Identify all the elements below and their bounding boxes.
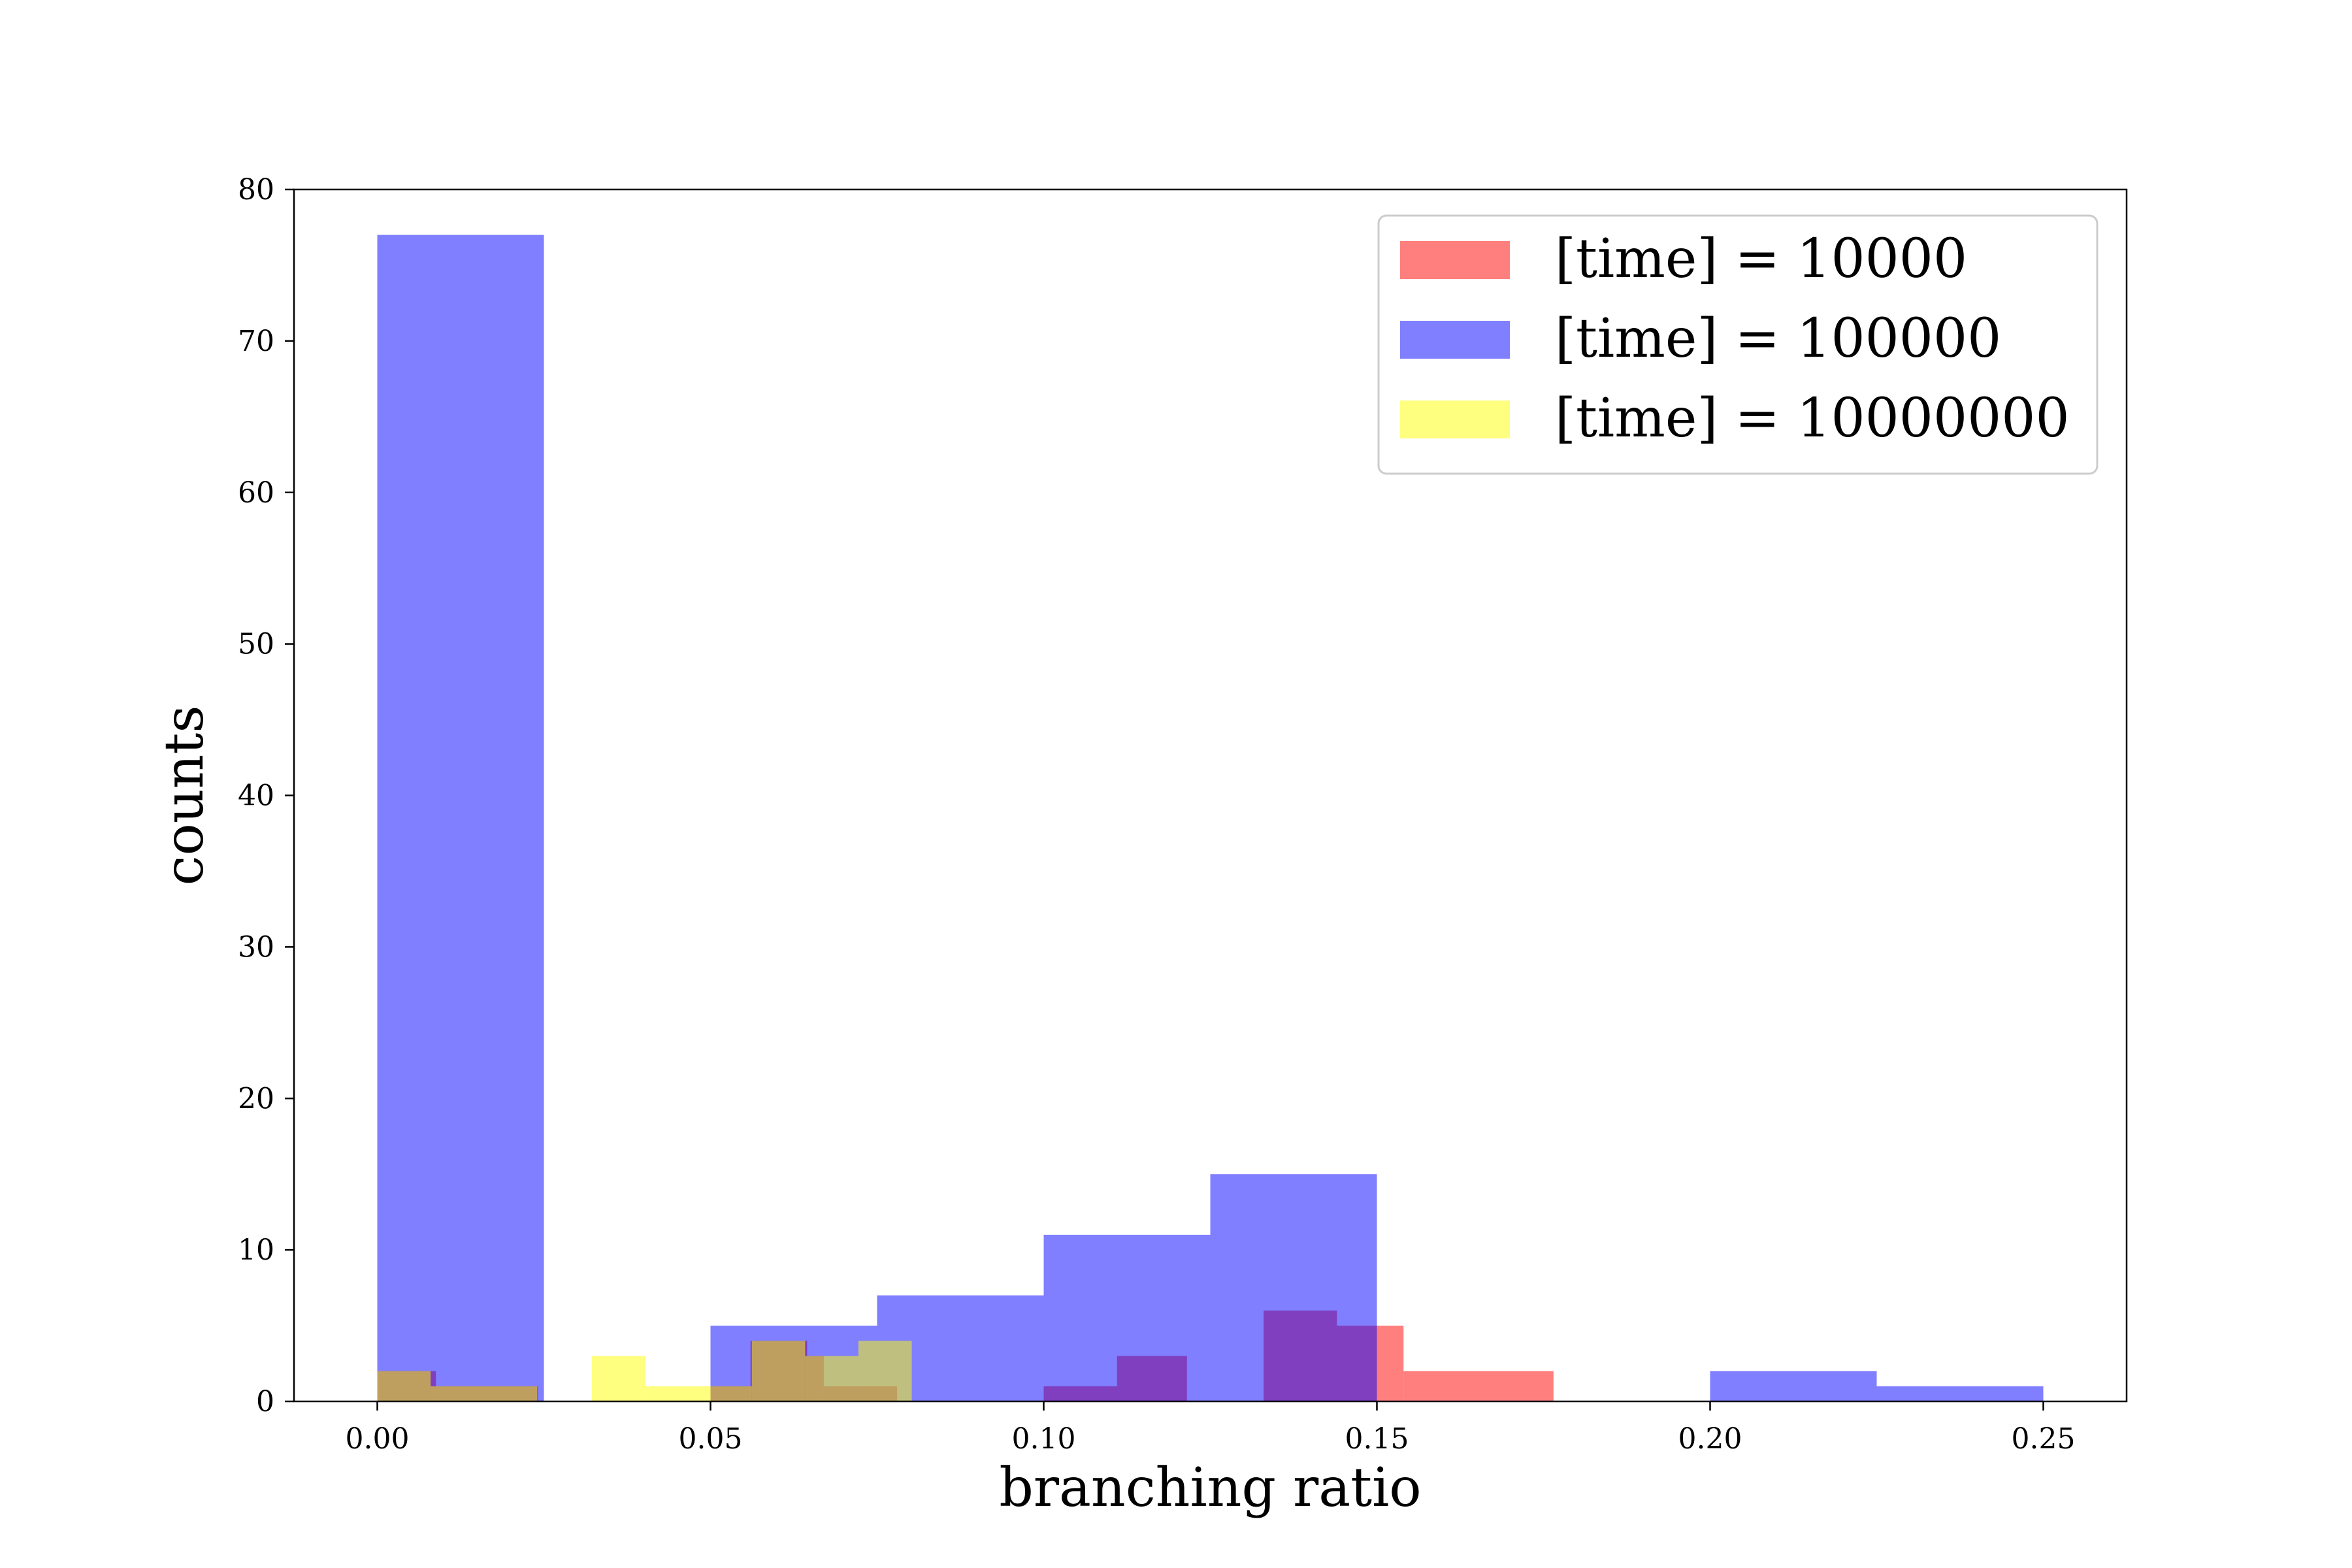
x-tick-label: 0.20 [1678, 1422, 1742, 1456]
histogram-bar-yellow-4 [751, 1341, 806, 1401]
y-tick-label: 0 [256, 1385, 274, 1418]
histogram-bar-yellow-5 [805, 1356, 858, 1401]
y-tick-label: 50 [238, 628, 274, 661]
legend-label-yellow: [time] = 10000000 [1555, 387, 2070, 449]
x-tick-label: 0.15 [1345, 1422, 1409, 1456]
histogram-bar-yellow-6 [858, 1341, 912, 1401]
x-axis-ticks: 0.00 0.05 0.10 0.15 0.20 0.25 [346, 1401, 2076, 1456]
legend-swatch-red [1400, 241, 1510, 279]
y-tick-label: 40 [238, 779, 274, 813]
histogram-bar-yellow-1 [431, 1386, 538, 1401]
x-tick-label: 0.05 [679, 1422, 743, 1456]
histogram-bar-yellow-3 [645, 1386, 752, 1401]
histogram-bar-yellow-0 [377, 1371, 431, 1401]
x-tick-label: 0.10 [1012, 1422, 1076, 1456]
legend-swatch-blue [1400, 321, 1510, 359]
histogram-bar-blue-4 [1210, 1174, 1377, 1401]
histogram-bar-red-11 [1403, 1371, 1554, 1401]
y-tick-label: 30 [238, 930, 274, 964]
y-axis-title: counts [154, 706, 216, 886]
histogram-bar-blue-3 [1043, 1234, 1211, 1401]
y-tick-label: 70 [238, 325, 274, 358]
legend-box [1377, 214, 2099, 475]
x-axis-title: branching ratio [999, 1457, 1421, 1519]
x-tick-label: 0.25 [2012, 1422, 2076, 1456]
series-yellow-bars [377, 1341, 912, 1401]
y-axis-ticks: 0 10 20 30 40 50 60 70 80 [238, 173, 294, 1418]
legend-swatch-yellow [1400, 400, 1510, 438]
legend-label-blue: [time] = 100000 [1555, 308, 2001, 370]
histogram-bar-blue-0 [377, 235, 544, 1401]
histogram-bar-blue-6 [1876, 1386, 2044, 1401]
y-tick-label: 60 [238, 476, 274, 510]
histogram-bar-yellow-2 [591, 1356, 645, 1401]
y-tick-label: 80 [238, 173, 274, 206]
y-tick-label: 10 [238, 1233, 274, 1267]
legend: [time] = 10000 [time] = 100000 [time] = 10… [1377, 214, 2099, 475]
histogram-bar-blue-5 [1710, 1371, 1877, 1401]
x-tick-label: 0.00 [346, 1422, 410, 1456]
series-blue-bars [377, 235, 2044, 1401]
legend-label-red: [time] = 10000 [1555, 228, 1967, 290]
y-tick-label: 20 [238, 1082, 274, 1115]
